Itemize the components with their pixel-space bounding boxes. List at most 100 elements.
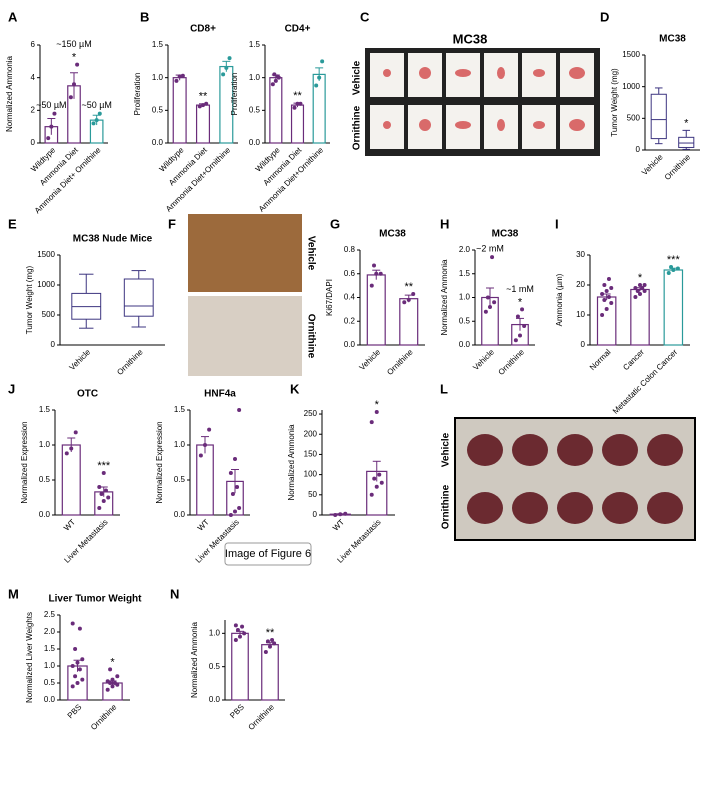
data-point (377, 472, 382, 477)
data-point (602, 298, 607, 302)
data-point (602, 283, 607, 287)
data-point (203, 443, 207, 447)
y-tick-label: 2.5 (44, 610, 56, 619)
data-point (97, 506, 102, 510)
photo-row: Vehicle (305, 236, 316, 271)
panel-letter: M (8, 586, 19, 601)
data-point (64, 451, 69, 456)
y-tick-label: 0.0 (152, 138, 164, 147)
y-tick-label: 0.0 (459, 340, 471, 349)
liver (602, 492, 638, 524)
y-axis-label: Proliferation (230, 73, 239, 116)
data-point (638, 283, 642, 287)
data-point (374, 484, 379, 489)
y-tick-label: 0.5 (39, 475, 51, 484)
panel-letter: A (8, 9, 18, 24)
data-point (633, 286, 638, 290)
y-tick-label: 30 (576, 250, 585, 259)
data-point (490, 255, 495, 260)
data-point (606, 295, 611, 299)
data-point (669, 265, 674, 269)
y-axis-label: Normalized Ammonia (5, 55, 14, 132)
significance: * (518, 296, 523, 308)
y-tick-label: 2.0 (459, 245, 471, 254)
panel-letter: N (170, 586, 179, 601)
data-point (106, 495, 111, 500)
tumor (497, 67, 505, 79)
bar (231, 632, 249, 701)
data-point (270, 82, 275, 87)
data-point (112, 681, 117, 685)
y-axis-label: Ki67/DAPI (325, 279, 334, 316)
chart-title: CD8+ (190, 24, 216, 35)
data-point (298, 101, 303, 106)
panel-letter: I (555, 216, 559, 231)
data-point (103, 488, 108, 493)
y-axis-label: Normalized Liver Weights (25, 612, 34, 703)
data-point (228, 513, 233, 517)
tumor (383, 69, 391, 77)
panel-letter: B (140, 9, 149, 24)
photo-f-ornithine (188, 296, 302, 376)
box (650, 93, 667, 140)
liver (467, 492, 503, 524)
y-tick-label: 250 (304, 409, 318, 418)
data-point (73, 647, 78, 651)
significance: * (375, 399, 380, 411)
data-point (108, 667, 113, 672)
y-tick-label: 0 (313, 510, 318, 519)
y-tick-label: 0.0 (344, 340, 356, 349)
x-tick-label: WT (62, 517, 77, 532)
chart-title: OTC (77, 389, 98, 400)
data-point (372, 476, 377, 481)
x-tick-label: Ornithine (497, 347, 527, 377)
data-point (75, 681, 80, 685)
data-point (115, 674, 120, 679)
y-axis-label: Normalized Ammonia (287, 424, 296, 501)
y-tick-label: 1000 (622, 82, 640, 91)
significance: * (638, 272, 643, 284)
data-point (314, 83, 319, 88)
y-axis-label: Normalized Ammonia (440, 259, 449, 336)
y-tick-label: 0.5 (152, 105, 164, 114)
y-axis-label: Tumor Weight (mg) (610, 68, 619, 137)
data-point (369, 492, 374, 497)
chart-title: MC38 (492, 229, 519, 240)
data-point (488, 305, 492, 309)
y-tick-label: 6 (31, 40, 36, 49)
data-point (268, 644, 272, 649)
liver (647, 492, 683, 524)
data-point (233, 638, 238, 642)
data-point (263, 650, 268, 654)
data-point (207, 427, 212, 432)
y-tick-label: 20 (576, 280, 585, 289)
y-tick-label: 1000 (37, 280, 55, 289)
y-tick-label: 0.6 (344, 269, 356, 278)
y-tick-label: 200 (304, 429, 318, 438)
data-point (338, 512, 343, 517)
liver (467, 434, 503, 466)
x-tick-label: Ornithine (663, 152, 693, 182)
tumor (533, 121, 545, 129)
y-tick-label: 4 (31, 73, 36, 82)
y-tick-label: 0 (51, 340, 56, 349)
data-point (197, 104, 202, 109)
tumor (569, 119, 585, 131)
data-point (237, 408, 242, 412)
box (678, 136, 695, 148)
data-point (642, 289, 647, 293)
data-point (80, 677, 85, 682)
data-point (69, 446, 74, 451)
chart-title: HNF4a (204, 389, 236, 400)
significance: ** (266, 627, 275, 639)
data-point (233, 509, 237, 514)
data-point (343, 511, 348, 516)
data-point (633, 295, 638, 299)
y-tick-label: 1.0 (209, 628, 221, 637)
panel-letter: L (440, 381, 448, 396)
data-point (80, 657, 85, 662)
data-point (70, 621, 75, 626)
panel-letter: D (600, 9, 609, 24)
liver (557, 492, 593, 524)
